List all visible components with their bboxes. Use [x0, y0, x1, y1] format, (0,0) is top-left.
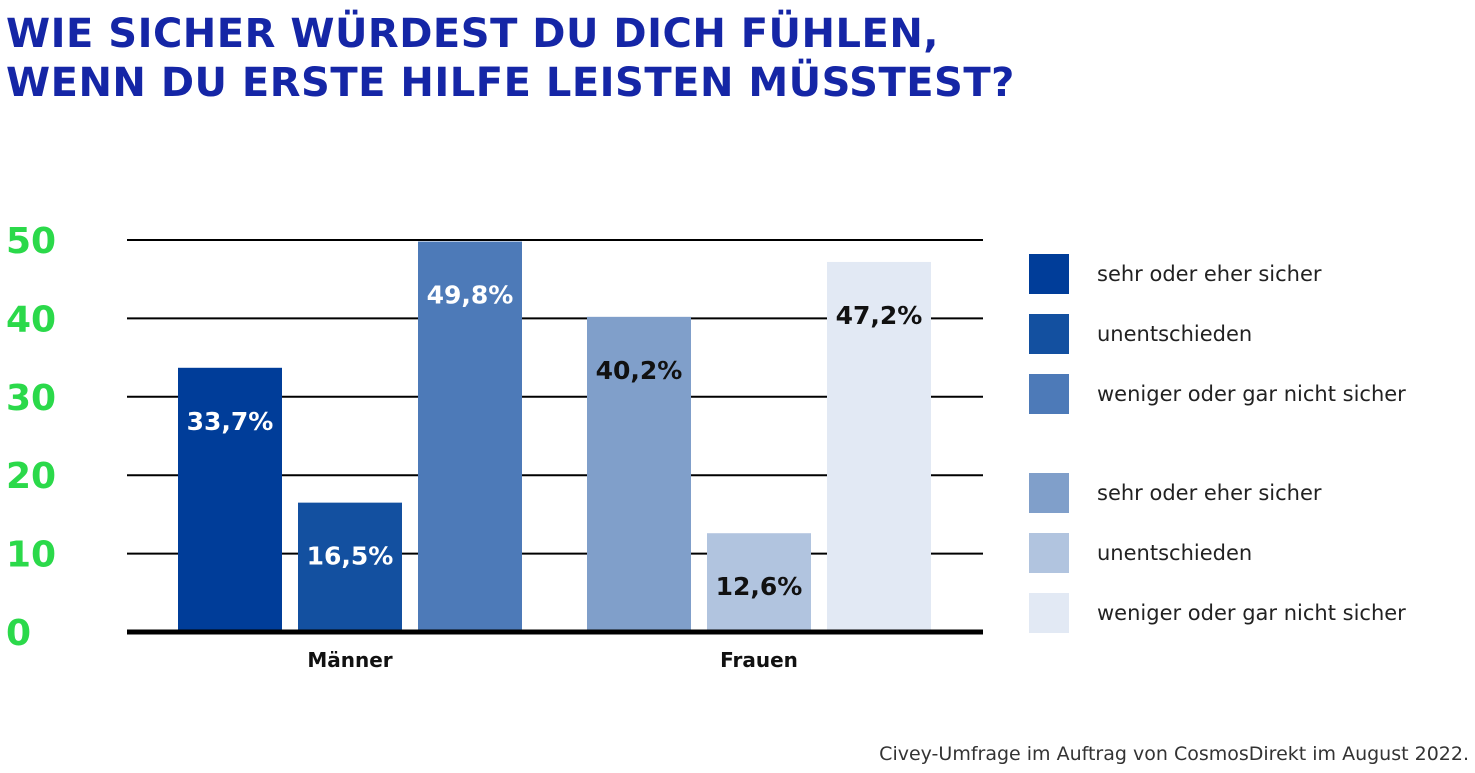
y-tick-label-30: 30	[6, 378, 56, 419]
legend-label-2: weniger oder gar nicht sicher	[1097, 382, 1406, 406]
bar-1-2	[827, 261, 931, 632]
source-note: Civey-Umfrage im Auftrag von CosmosDirek…	[879, 743, 1469, 765]
data-label-0-1: 16,5%	[307, 542, 394, 571]
x-category-label-1: Frauen	[720, 648, 798, 672]
legend-swatch-0	[1029, 254, 1069, 294]
data-label-1-1: 12,6%	[716, 572, 803, 601]
y-tick-label-0: 0	[6, 613, 31, 654]
legend-label-0: sehr oder eher sicher	[1097, 262, 1322, 286]
legend-label-3: sehr oder eher sicher	[1097, 481, 1322, 505]
bar-0-1	[298, 502, 402, 632]
chart-title: WIE SICHER WÜRDEST DU DICH FÜHLEN, WENN …	[6, 10, 1015, 108]
legend-swatch-3	[1029, 473, 1069, 513]
chart-title-line-1: WIE SICHER WÜRDEST DU DICH FÜHLEN,	[6, 11, 939, 57]
y-tick-label-20: 20	[6, 456, 56, 497]
x-category-label-0: Männer	[307, 648, 392, 672]
bar-1-0	[587, 316, 691, 632]
bar-0-2	[418, 241, 522, 632]
legend-swatch-2	[1029, 374, 1069, 414]
legend-swatch-1	[1029, 314, 1069, 354]
legend-label-4: unentschieden	[1097, 541, 1252, 565]
data-label-1-2: 47,2%	[836, 301, 923, 330]
data-label-0-0: 33,7%	[187, 407, 274, 436]
y-tick-label-40: 40	[6, 299, 56, 340]
legend-swatch-4	[1029, 533, 1069, 573]
chart-title-line-2: WENN DU ERSTE HILFE LEISTEN MÜSSTEST?	[6, 60, 1015, 106]
y-tick-label-10: 10	[6, 535, 56, 576]
bar-1-1	[707, 533, 811, 632]
legend-swatch-5	[1029, 593, 1069, 633]
legend-label-1: unentschieden	[1097, 322, 1252, 346]
data-label-0-2: 49,8%	[427, 281, 514, 310]
legend-label-5: weniger oder gar nicht sicher	[1097, 601, 1406, 625]
y-tick-label-50: 50	[6, 221, 56, 262]
data-label-1-0: 40,2%	[596, 356, 683, 385]
bar-0-0	[178, 367, 282, 632]
